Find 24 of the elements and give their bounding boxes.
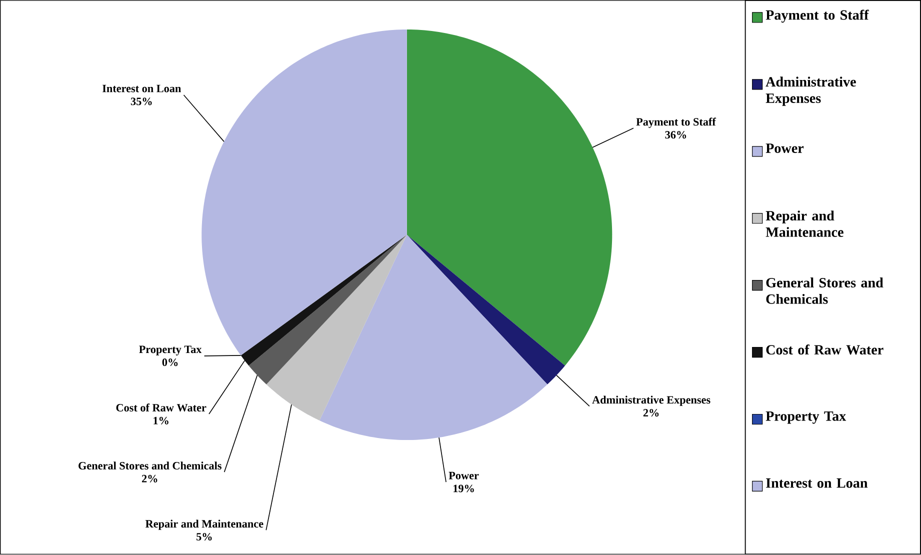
data-label: 19% <box>454 484 474 492</box>
legend-label: Payment to Staff <box>766 10 869 23</box>
slice-label: Power <box>448 472 479 480</box>
legend-label: General Stores and Chemicals <box>766 278 884 304</box>
data-label: 36% <box>665 131 686 139</box>
slice-label: Interest on Loan <box>102 85 181 92</box>
data-label: 5% <box>196 533 212 541</box>
legend-label: Power <box>766 144 804 154</box>
slice-label: General Stores and Chemicals <box>78 462 222 470</box>
legend-label: Interest on Loan <box>766 478 868 488</box>
data-label: 35% <box>130 98 152 106</box>
data-label: 2% <box>142 475 158 483</box>
slice-label: Payment to Staff <box>636 118 716 128</box>
legend-label: Repair and Maintenance <box>766 210 844 238</box>
slice-label: Repair and Maintenance <box>145 520 264 530</box>
category-label: Property Tax <box>139 346 202 356</box>
slice-label: Cost of Raw Water <box>116 404 206 412</box>
data-label: 1% <box>154 417 168 425</box>
text: 0% <box>162 358 178 366</box>
legend-label: Property Tax <box>766 412 846 424</box>
slice-label: Administrative Expenses <box>592 396 710 406</box>
legend-label: Administrative Expenses <box>766 76 856 106</box>
data-label: 2% <box>643 409 659 417</box>
legend-label: Cost of Raw Water <box>766 344 884 355</box>
